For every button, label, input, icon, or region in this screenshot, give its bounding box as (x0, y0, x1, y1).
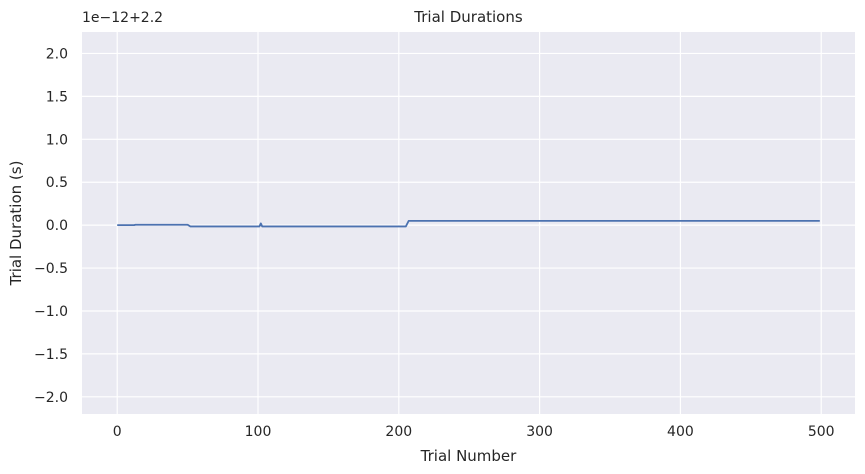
y-tick-label: −2.0 (34, 390, 68, 406)
y-tick-label: 1.0 (46, 132, 68, 148)
y-axis-ticks: −2.0 −1.5 −1.0 −0.5 0.0 0.5 1.0 1.5 2.0 (34, 46, 68, 405)
grid-lines (82, 32, 855, 414)
y-axis-offset-label: 1e−12+2.2 (82, 10, 163, 26)
y-tick-label: −0.5 (34, 261, 68, 277)
y-tick-label: −1.0 (34, 304, 68, 320)
x-tick-label: 500 (808, 424, 835, 440)
x-tick-label: 400 (667, 424, 694, 440)
y-tick-label: 2.0 (46, 46, 68, 62)
chart-title: Trial Durations (413, 8, 523, 26)
y-tick-label: 0.0 (46, 218, 68, 234)
series-line (117, 219, 820, 228)
y-tick-label: 0.5 (46, 175, 68, 191)
y-tick-label: −1.5 (34, 347, 68, 363)
x-tick-label: 200 (385, 424, 412, 440)
x-tick-label: 100 (245, 424, 272, 440)
y-axis-label: Trial Duration (s) (7, 161, 25, 287)
plot-area (82, 32, 855, 414)
data-lines (117, 219, 820, 228)
y-tick-label: 1.5 (46, 89, 68, 105)
x-tick-label: 300 (526, 424, 553, 440)
x-axis-ticks: 0 100 200 300 400 500 (113, 424, 835, 440)
x-tick-label: 0 (113, 424, 122, 440)
x-axis-label: Trial Number (420, 447, 518, 465)
